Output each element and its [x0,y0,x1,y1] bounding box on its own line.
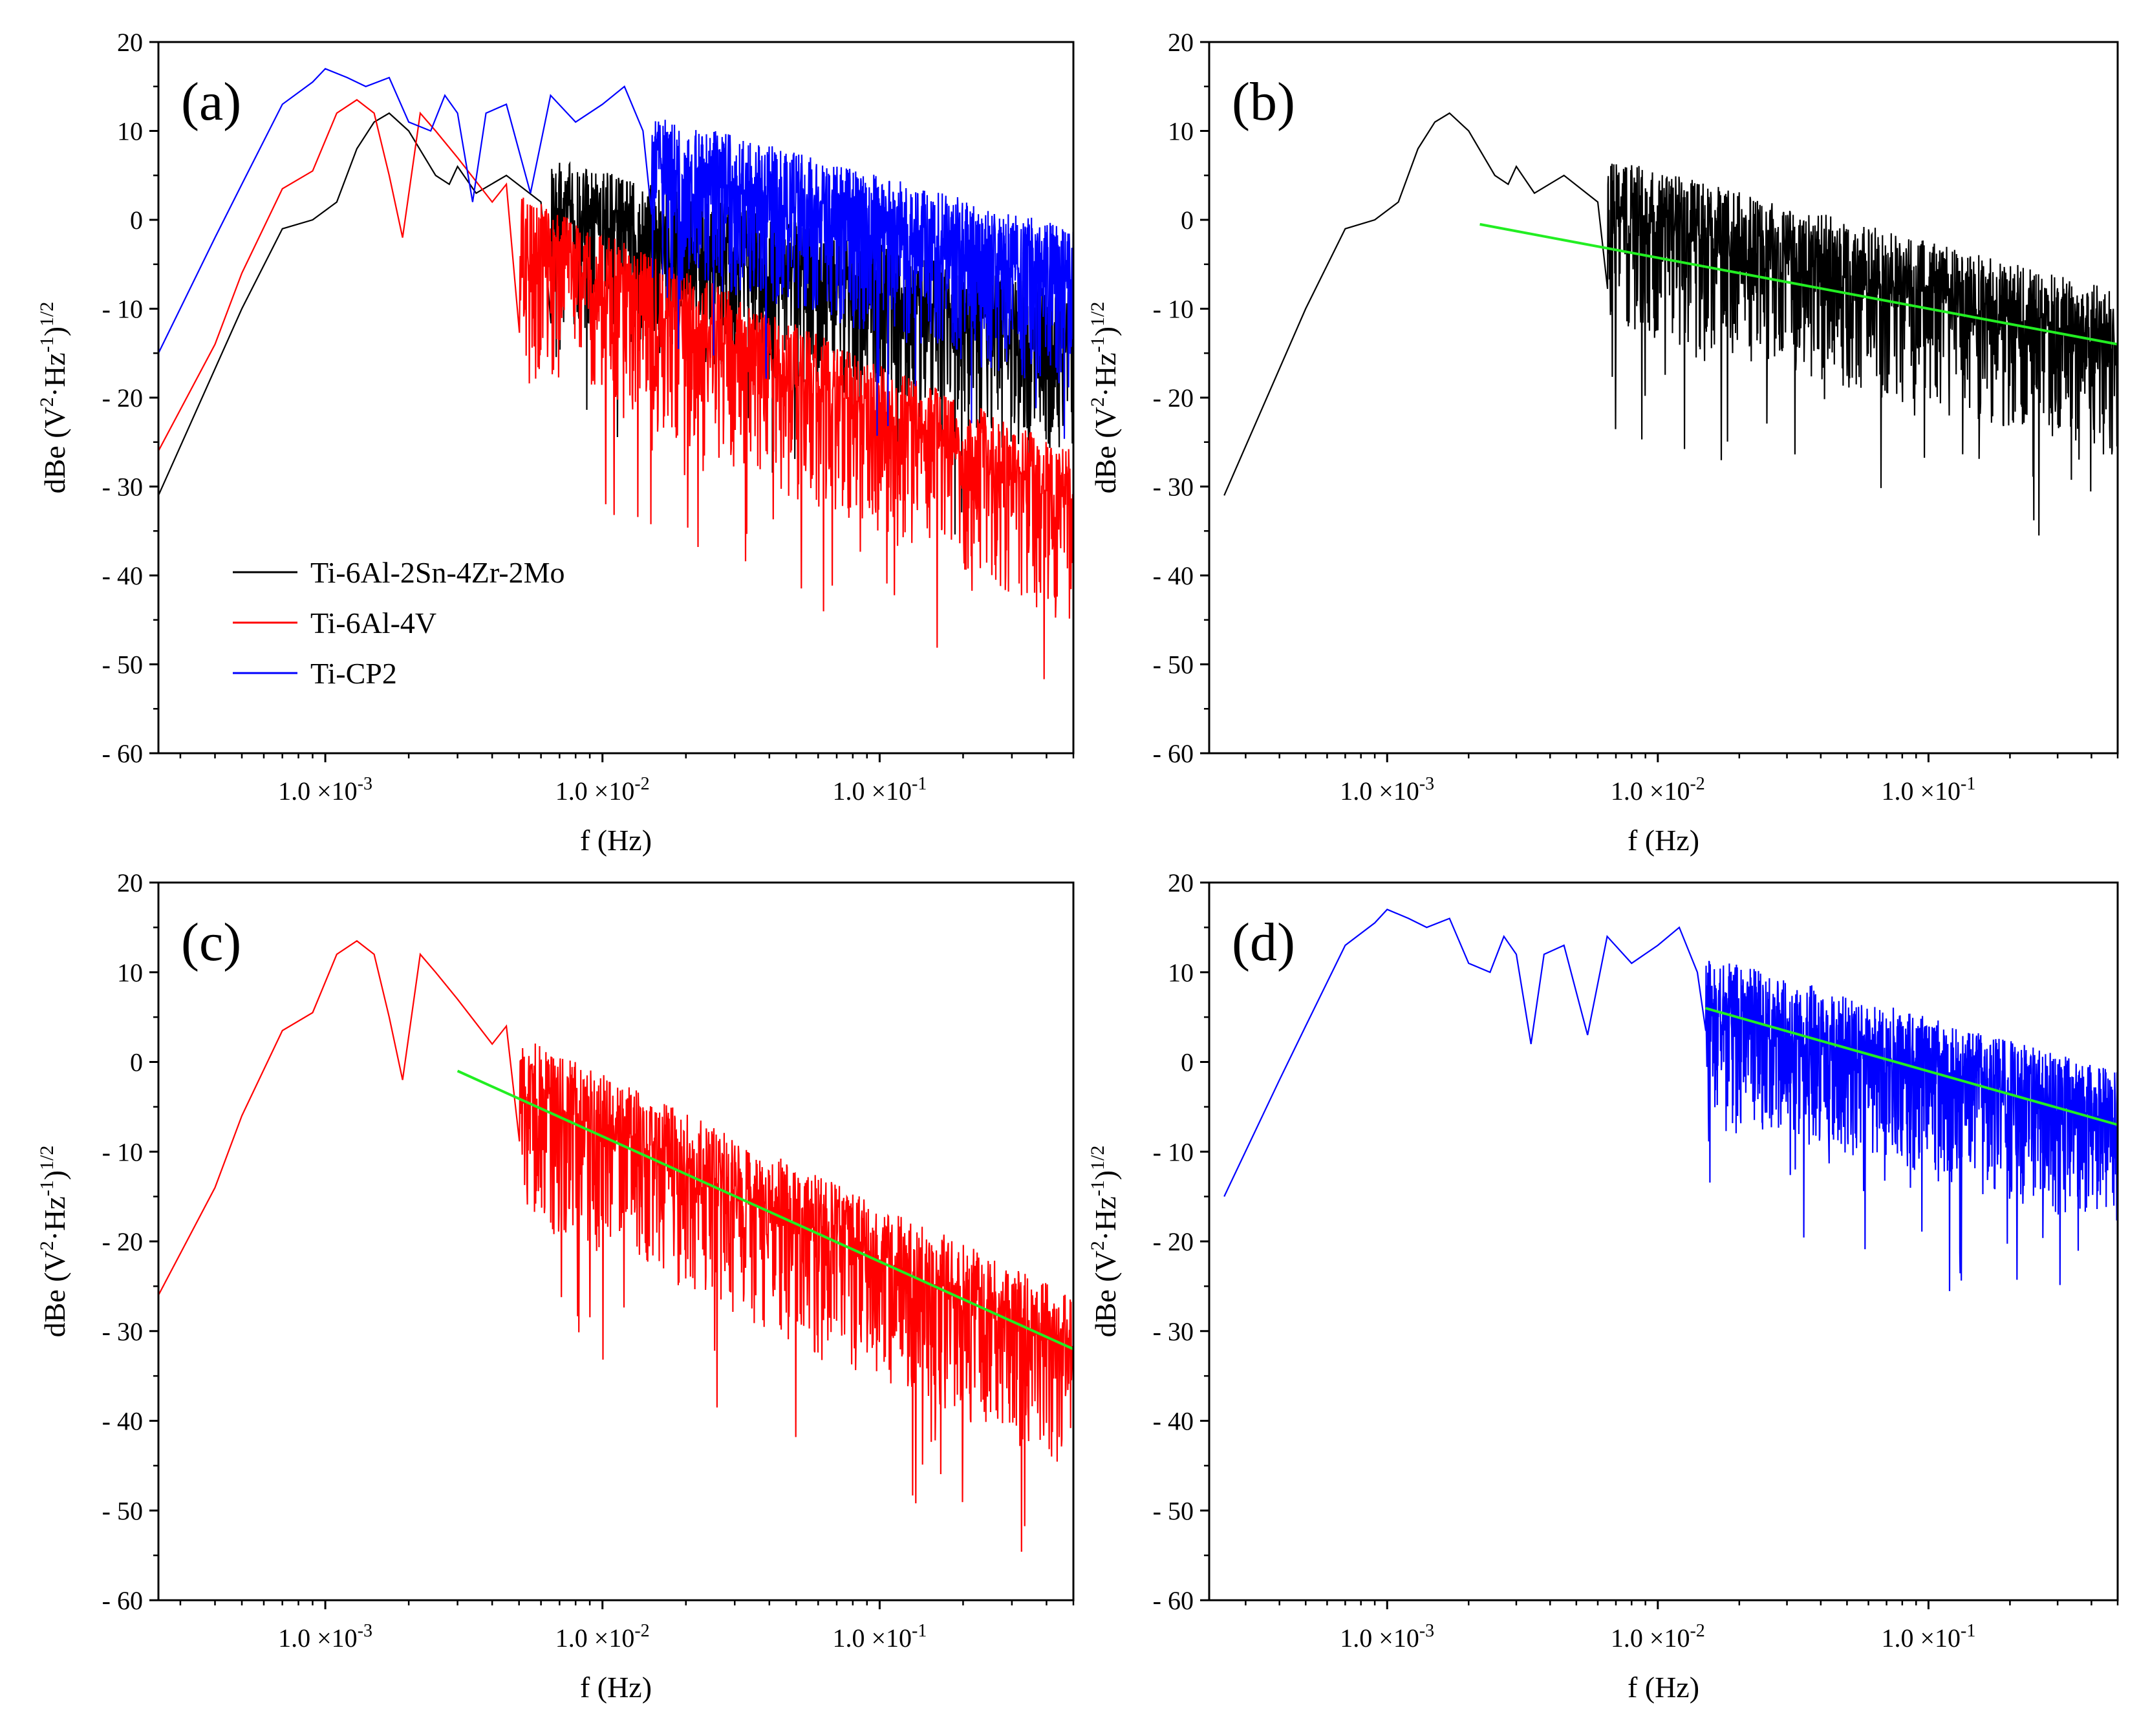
legend: Ti-6Al-2Sn-4Zr-2Mo Ti-6Al-4V Ti-CP2 [233,556,565,690]
y-tick-label: 10 [117,958,143,987]
x-tick-label: 1.0 ×10-3 [1340,774,1434,806]
fit-line [1705,1007,2118,1126]
y-axis-title: dBe (V2·Hz-1)1/2 [36,302,71,494]
y-tick-label: - 30 [102,473,143,502]
x-axis-title: f (Hz) [1628,1671,1699,1704]
y-tick-label: 10 [1168,958,1194,987]
y-tick-label: - 20 [102,383,143,413]
panel-d: 20 10 0 - 10 - 20 - 30 - 40 - 50 - 60 1.0 ×10-3 1.… [1087,868,2119,1704]
legend-entry: Ti-6Al-4V [310,606,436,639]
x-tick-label: 1.0 ×10-1 [832,1621,927,1653]
y-tick-label: - 50 [1153,1496,1194,1525]
x-tick-label: 1.0 ×10-3 [278,1621,372,1653]
panel-c: 20 10 0 - 10 - 20 - 30 - 40 - 50 - 60 1.0 ×10-3 1.… [36,868,1075,1704]
x-tick-label: 1.0 ×10-1 [1881,1621,1975,1653]
y-tick-label: - 50 [1153,650,1194,680]
y-tick-label: - 20 [1153,1227,1194,1256]
y-tick-label: 20 [1168,28,1194,57]
y-tick-label: - 40 [1153,1407,1194,1436]
y-tick-label: 0 [1181,206,1194,235]
y-axis-title: dBe (V2·Hz-1)1/2 [1087,302,1122,494]
x-tick-label: 1.0 ×10-2 [555,1621,650,1653]
y-tick-label: - 10 [102,295,143,324]
y-tick-label: - 10 [102,1137,143,1166]
y-tick-label: - 30 [102,1317,143,1346]
y-tick-label: 20 [117,28,143,57]
y-tick-label: - 50 [102,650,143,680]
y-tick-label: - 50 [102,1496,143,1525]
panel-b: 20 10 0 - 10 - 20 - 30 - 40 - 50 - 60 1.0 ×10-3 1.… [1087,28,2119,857]
y-tick-label: 0 [1181,1048,1194,1077]
panel-label: (a) [181,72,241,132]
x-tick-label: 1.0 ×10-3 [1340,1621,1434,1653]
x-tick-label: 1.0 ×10-1 [832,774,927,806]
plot-frame [1208,881,2119,1602]
y-tick-label: - 60 [1153,739,1194,768]
x-axis-title: f (Hz) [580,1671,652,1704]
y-tick-label: 0 [130,1048,143,1077]
series-line-ti-6al-4v [158,99,1073,680]
panel-label: (b) [1232,72,1295,132]
y-tick-label: - 20 [102,1227,143,1256]
x-tick-label: 1.0 ×10-3 [278,774,372,806]
x-tick-label: 1.0 ×10-2 [1611,774,1705,806]
legend-entry: Ti-CP2 [310,657,397,690]
x-axis-title: f (Hz) [580,824,652,857]
y-tick-label: - 10 [1153,295,1194,324]
y-tick-label: - 40 [102,1407,143,1436]
y-tick-label: - 60 [102,739,143,768]
series-line-ti-6al-4v [158,939,1073,1552]
y-tick-label: - 30 [1153,1317,1194,1346]
fit-line [457,1069,1074,1351]
legend-entry: Ti-6Al-2Sn-4Zr-2Mo [310,556,565,589]
series-line-ti-cp2 [1223,908,2118,1291]
fit-line [1479,222,2118,346]
x-tick-label: 1.0 ×10-2 [555,774,650,806]
y-tick-label: - 60 [1153,1586,1194,1615]
y-tick-label: - 20 [1153,383,1194,413]
y-tick-label: 10 [117,117,143,146]
x-tick-label: 1.0 ×10-2 [1611,1621,1705,1653]
plot-frame [1208,41,2119,755]
panel-label: (d) [1232,912,1295,972]
x-tick-label: 1.0 ×10-1 [1881,774,1975,806]
y-tick-label: - 60 [102,1586,143,1615]
plot-frame [157,881,1075,1602]
y-tick-label: - 40 [102,561,143,590]
y-tick-label: - 10 [1153,1137,1194,1166]
y-tick-label: - 40 [1153,561,1194,590]
panel-label: (c) [181,912,241,972]
y-tick-label: 20 [1168,868,1194,897]
y-tick-label: - 30 [1153,473,1194,502]
y-tick-label: 0 [130,206,143,235]
series-line-ti-cp2 [158,67,1073,439]
series-line-ti-6al-2sn-4zr-2mo [1223,112,2118,536]
y-axis-title: dBe (V2·Hz-1)1/2 [1087,1146,1122,1338]
y-axis-title: dBe (V2·Hz-1)1/2 [36,1146,71,1338]
x-axis-title: f (Hz) [1628,824,1699,857]
panel-a: 20 10 0 - 10 - 20 - 30 - 40 - 50 - 60 1.0 ×10-3 1.… [36,28,1075,857]
y-tick-label: 10 [1168,117,1194,146]
y-tick-label: 20 [117,868,143,897]
